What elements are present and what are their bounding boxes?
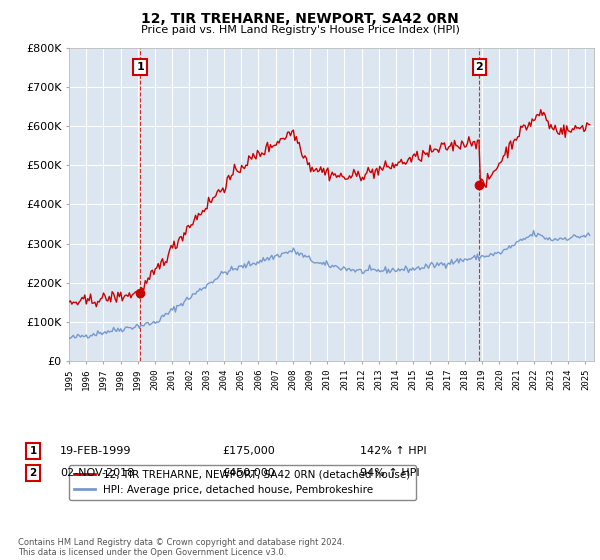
Text: 02-NOV-2018: 02-NOV-2018 (60, 468, 134, 478)
Text: 142% ↑ HPI: 142% ↑ HPI (360, 446, 427, 456)
Text: 12, TIR TREHARNE, NEWPORT, SA42 0RN: 12, TIR TREHARNE, NEWPORT, SA42 0RN (141, 12, 459, 26)
Text: 94% ↑ HPI: 94% ↑ HPI (360, 468, 419, 478)
Text: 1: 1 (29, 446, 37, 456)
Text: Contains HM Land Registry data © Crown copyright and database right 2024.
This d: Contains HM Land Registry data © Crown c… (18, 538, 344, 557)
Text: 19-FEB-1999: 19-FEB-1999 (60, 446, 131, 456)
Text: £450,000: £450,000 (222, 468, 275, 478)
Text: £175,000: £175,000 (222, 446, 275, 456)
Text: Price paid vs. HM Land Registry's House Price Index (HPI): Price paid vs. HM Land Registry's House … (140, 25, 460, 35)
Legend: 12, TIR TREHARNE, NEWPORT, SA42 0RN (detached house), HPI: Average price, detach: 12, TIR TREHARNE, NEWPORT, SA42 0RN (det… (69, 465, 416, 500)
Text: 2: 2 (29, 468, 37, 478)
Text: 1: 1 (136, 62, 144, 72)
Text: 2: 2 (475, 62, 483, 72)
